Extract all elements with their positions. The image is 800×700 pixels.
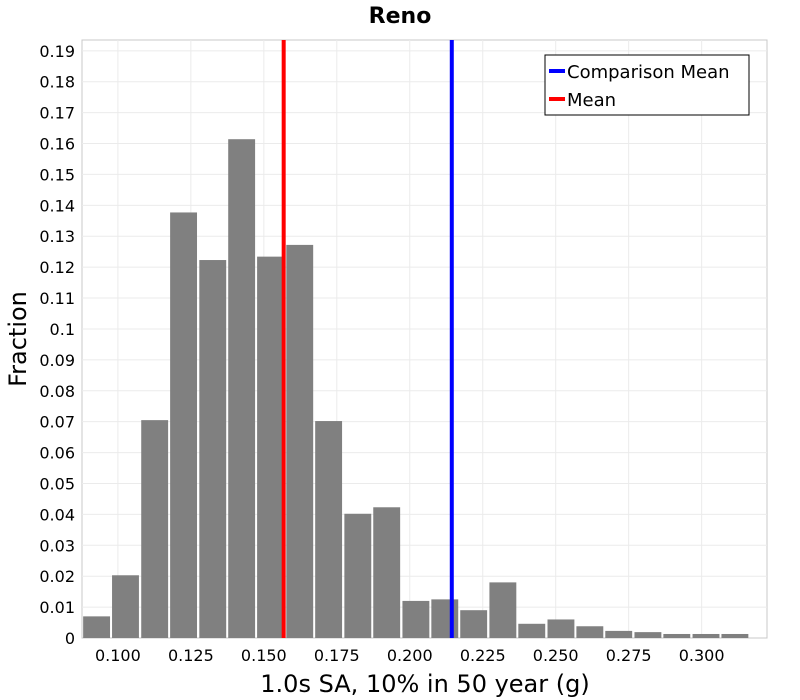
y-tick-label: 0.18 bbox=[39, 73, 75, 92]
y-tick-label: 0.1 bbox=[50, 320, 75, 339]
x-axis-ticks: 0.100 0.125 0.150 0.175 0.200 0.225 0.250 0.275… bbox=[95, 646, 725, 665]
x-tick-label: 0.175 bbox=[314, 646, 360, 665]
y-tick-label: 0.16 bbox=[39, 135, 75, 154]
x-tick-label: 0.200 bbox=[387, 646, 433, 665]
histogram-bar bbox=[402, 600, 430, 638]
histogram-bar bbox=[112, 575, 139, 638]
y-tick-label: 0.07 bbox=[39, 413, 75, 432]
histogram-bar bbox=[344, 513, 372, 638]
histogram-bar bbox=[170, 212, 198, 638]
histogram-bar bbox=[373, 507, 401, 638]
y-tick-label: 0.15 bbox=[39, 165, 75, 184]
legend: Comparison Mean Mean bbox=[544, 54, 750, 116]
histogram-bar bbox=[460, 610, 488, 638]
histogram-bar bbox=[141, 420, 169, 638]
y-tick-label: 0.19 bbox=[39, 42, 75, 61]
histogram-bar bbox=[547, 619, 575, 638]
x-tick-label: 0.125 bbox=[168, 646, 214, 665]
legend-label-mean: Mean bbox=[567, 90, 616, 111]
chart-title: Reno bbox=[369, 4, 432, 29]
y-tick-label: 0.08 bbox=[39, 382, 75, 401]
x-tick-label: 0.225 bbox=[460, 646, 506, 665]
x-tick-label: 0.150 bbox=[241, 646, 287, 665]
y-tick-label: 0.13 bbox=[39, 227, 75, 246]
y-tick-label: 0.03 bbox=[39, 536, 75, 555]
mean-lines bbox=[281, 40, 454, 638]
x-axis-label: 1.0s SA, 10% in 50 year (g) bbox=[260, 670, 589, 698]
y-tick-label: 0.09 bbox=[39, 351, 75, 370]
histogram-bar bbox=[83, 616, 111, 638]
histogram-bar bbox=[228, 139, 256, 638]
legend-label-comparison-mean: Comparison Mean bbox=[567, 62, 730, 83]
x-tick-label: 0.300 bbox=[679, 646, 725, 665]
histogram-bar bbox=[663, 633, 691, 638]
y-tick-label: 0.02 bbox=[39, 567, 75, 586]
histogram-bar bbox=[518, 623, 546, 638]
y-axis-label: Fraction bbox=[4, 291, 32, 387]
histogram-bar bbox=[605, 630, 633, 638]
y-tick-label: 0.11 bbox=[39, 289, 75, 308]
x-tick-label: 0.275 bbox=[606, 646, 652, 665]
histogram-bar bbox=[315, 421, 343, 638]
y-tick-label: 0.17 bbox=[39, 104, 75, 123]
histogram-bar bbox=[489, 582, 517, 638]
y-tick-label: 0.01 bbox=[39, 598, 75, 617]
y-tick-label: 0.05 bbox=[39, 474, 75, 493]
y-tick-label: 0.06 bbox=[39, 444, 75, 463]
histogram-bar bbox=[257, 256, 284, 638]
histogram-bar bbox=[431, 599, 459, 638]
histogram-bar bbox=[199, 260, 227, 638]
histogram-bar bbox=[286, 244, 314, 638]
y-axis-ticks: 0 0.01 0.02 0.03 0.04 0.05 0.06 0.07 0.08 0.09 0.1… bbox=[39, 42, 75, 648]
y-tick-label: 0 bbox=[65, 629, 75, 648]
x-tick-label: 0.250 bbox=[533, 646, 579, 665]
legend-box bbox=[544, 54, 750, 116]
y-tick-label: 0.04 bbox=[39, 505, 75, 524]
histogram-bar bbox=[576, 626, 604, 638]
histogram-bar bbox=[721, 633, 749, 638]
y-tick-label: 0.12 bbox=[39, 258, 75, 277]
y-tick-label: 0.14 bbox=[39, 196, 75, 215]
histogram-bars bbox=[83, 139, 749, 638]
x-tick-label: 0.100 bbox=[95, 646, 141, 665]
histogram-bar bbox=[634, 632, 662, 638]
histogram-bar bbox=[692, 633, 720, 638]
